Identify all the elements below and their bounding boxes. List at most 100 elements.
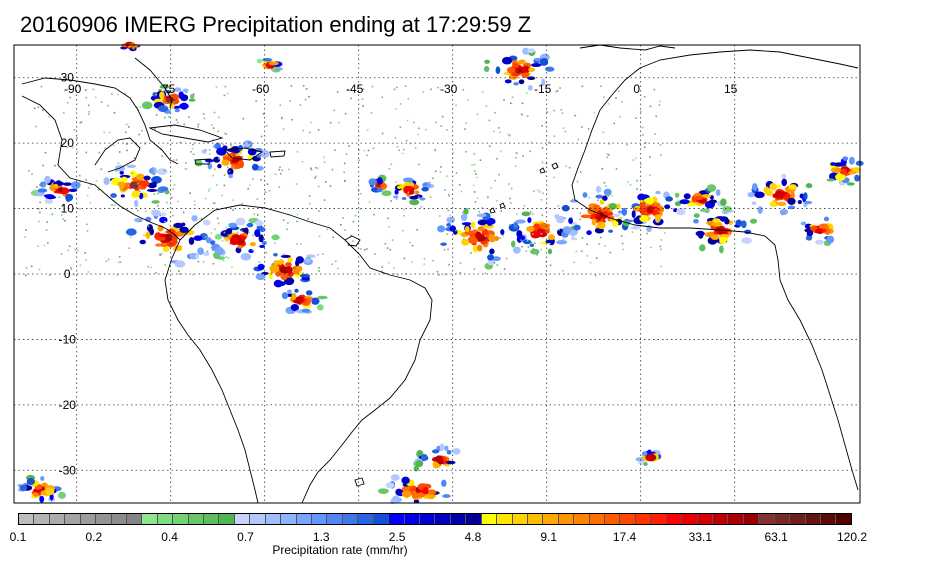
- rain-cell: [601, 195, 608, 201]
- drizzle-pixel: [37, 245, 39, 248]
- rain-cell: [297, 297, 304, 304]
- drizzle-pixel: [432, 259, 434, 262]
- drizzle-pixel: [308, 195, 311, 197]
- drizzle-pixel: [139, 106, 142, 108]
- colorbar-segment: [373, 514, 390, 524]
- drizzle-pixel: [411, 244, 414, 247]
- drizzle-pixel: [462, 211, 464, 214]
- drizzle-pixel: [62, 204, 65, 206]
- colorbar-tick-label: 9.1: [540, 530, 558, 544]
- rain-cell: [188, 98, 196, 102]
- longitude-label: 15: [724, 82, 738, 96]
- drizzle-pixel: [204, 197, 207, 200]
- drizzle-pixel: [194, 204, 196, 206]
- drizzle-pixel: [510, 187, 513, 190]
- drizzle-pixel: [213, 111, 216, 114]
- drizzle-pixel: [85, 151, 88, 154]
- drizzle-pixel: [496, 264, 499, 266]
- rain-cell: [527, 85, 533, 91]
- rain-cell: [268, 271, 273, 280]
- drizzle-pixel: [387, 261, 390, 264]
- rain-cell: [254, 219, 264, 227]
- rain-cell: [214, 246, 224, 255]
- coastline-south-atlantic-islands: [354, 477, 365, 487]
- drizzle-pixel: [300, 243, 302, 245]
- drizzle-pixel: [521, 102, 524, 105]
- drizzle-pixel: [286, 228, 288, 231]
- drizzle-pixel: [227, 166, 229, 169]
- drizzle-pixel: [76, 151, 79, 153]
- rain-cell: [452, 448, 461, 455]
- colorbar-segment: [651, 514, 667, 524]
- drizzle-pixel: [118, 256, 121, 258]
- drizzle-pixel: [138, 190, 141, 192]
- drizzle-pixel: [643, 146, 646, 149]
- drizzle-pixel: [447, 194, 450, 196]
- drizzle-pixel: [124, 131, 127, 134]
- drizzle-pixel: [529, 150, 531, 153]
- drizzle-pixel: [359, 192, 362, 195]
- drizzle-pixel: [291, 118, 293, 121]
- drizzle-pixel: [144, 210, 147, 212]
- drizzle-pixel: [184, 167, 187, 170]
- drizzle-pixel: [176, 121, 179, 124]
- drizzle-pixel: [649, 174, 651, 176]
- drizzle-pixel: [223, 174, 226, 176]
- drizzle-pixel: [311, 220, 313, 223]
- rain-cell: [119, 170, 124, 175]
- rain-cell: [463, 207, 469, 215]
- rain-cell: [797, 199, 803, 205]
- rain-cell: [461, 238, 470, 246]
- colorbar-segment: [774, 514, 791, 524]
- rain-cell: [180, 94, 189, 102]
- drizzle-pixel: [503, 99, 505, 101]
- rain-cell: [719, 239, 727, 244]
- rain-cell: [295, 259, 300, 267]
- rain-cell: [416, 492, 426, 498]
- rain-cell: [643, 462, 648, 467]
- drizzle-pixel: [173, 159, 175, 161]
- drizzle-pixel: [79, 180, 82, 183]
- rain-cell: [395, 488, 403, 496]
- drizzle-pixel: [420, 205, 423, 208]
- map-frame: [13, 44, 861, 504]
- drizzle-pixel: [136, 106, 138, 109]
- colorbar-segment: [404, 514, 420, 524]
- rain-cell: [239, 160, 244, 168]
- colorbar-segment: [265, 514, 282, 524]
- drizzle-pixel: [315, 166, 317, 169]
- drizzle-pixel: [224, 85, 227, 88]
- drizzle-pixel: [45, 229, 48, 231]
- drizzle-pixel: [146, 234, 149, 236]
- drizzle-pixel: [85, 178, 88, 181]
- drizzle-pixel: [557, 205, 560, 207]
- rain-cell: [197, 247, 204, 256]
- drizzle-pixel: [90, 183, 92, 186]
- drizzle-pixel: [92, 88, 95, 91]
- rain-cell: [403, 181, 414, 187]
- drizzle-pixel: [479, 159, 482, 161]
- drizzle-pixel: [112, 144, 115, 147]
- drizzle-pixel: [412, 200, 414, 202]
- drizzle-pixel: [631, 231, 634, 233]
- rain-cell: [561, 204, 570, 212]
- rain-cell: [674, 201, 682, 206]
- rain-cell: [518, 79, 525, 85]
- drizzle-pixel: [606, 153, 609, 156]
- drizzle-pixel: [33, 107, 36, 110]
- colorbar-segment: [281, 514, 297, 524]
- colorbar-segment: [342, 514, 359, 524]
- rain-cell: [580, 214, 592, 219]
- drizzle-pixel: [533, 242, 536, 245]
- drizzle-pixel: [324, 181, 327, 183]
- rain-cell: [138, 192, 144, 200]
- rain-cell: [256, 58, 263, 64]
- drizzle-pixel: [78, 174, 81, 177]
- drizzle-pixel: [573, 261, 575, 264]
- rain-cell: [141, 101, 153, 110]
- drizzle-pixel: [47, 115, 50, 118]
- drizzle-pixel: [395, 86, 398, 89]
- colorbar-segment: [126, 514, 143, 524]
- drizzle-pixel: [304, 98, 307, 101]
- drizzle-pixel: [177, 270, 180, 272]
